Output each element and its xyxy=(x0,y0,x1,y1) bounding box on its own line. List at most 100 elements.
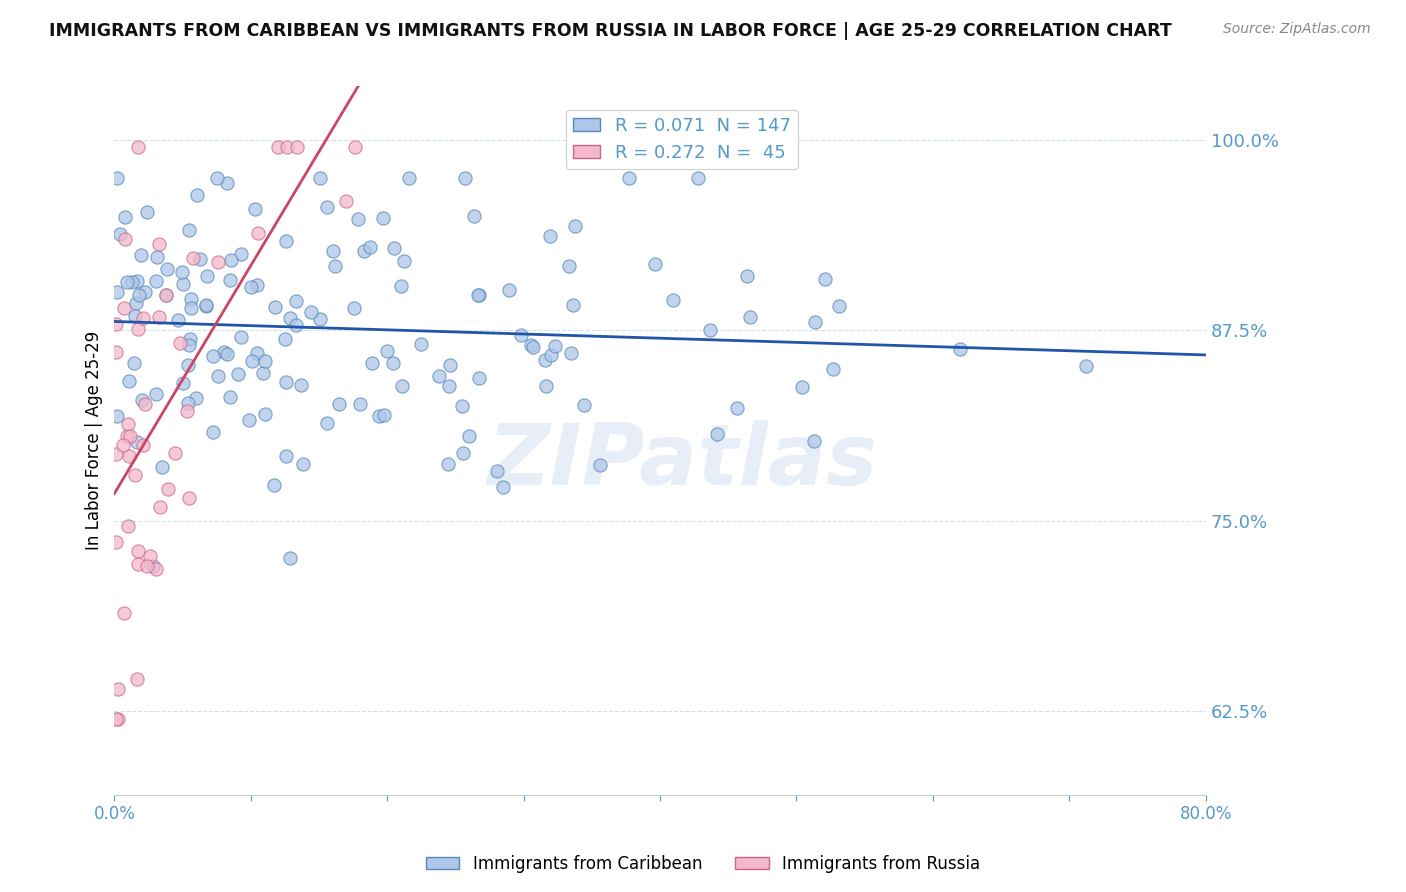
Point xyxy=(243,202,266,217)
Point xyxy=(124,468,146,483)
Point xyxy=(792,380,814,394)
Point xyxy=(145,387,167,401)
Point xyxy=(353,244,375,259)
Point xyxy=(127,322,149,336)
Point xyxy=(463,209,485,223)
Point xyxy=(181,252,204,266)
Point xyxy=(644,257,666,271)
Point xyxy=(254,354,277,368)
Point xyxy=(375,343,398,358)
Point xyxy=(131,248,153,262)
Point xyxy=(534,379,557,393)
Point xyxy=(186,187,208,202)
Point xyxy=(188,252,211,267)
Point xyxy=(686,170,709,185)
Point xyxy=(534,353,557,368)
Point xyxy=(125,295,148,310)
Point xyxy=(347,211,370,226)
Text: IMMIGRANTS FROM CARIBBEAN VS IMMIGRANTS FROM RUSSIA IN LABOR FORCE | AGE 25-29 C: IMMIGRANTS FROM CARIBBEAN VS IMMIGRANTS … xyxy=(49,22,1173,40)
Point xyxy=(564,219,586,234)
Point xyxy=(142,559,165,574)
Y-axis label: In Labor Force | Age 25-29: In Labor Force | Age 25-29 xyxy=(86,331,103,550)
Point xyxy=(274,332,297,346)
Point xyxy=(118,429,141,443)
Legend: Immigrants from Caribbean, Immigrants from Russia: Immigrants from Caribbean, Immigrants fr… xyxy=(419,848,987,880)
Point xyxy=(343,140,366,154)
Point xyxy=(246,226,269,240)
Point xyxy=(177,338,200,352)
Text: Source: ZipAtlas.com: Source: ZipAtlas.com xyxy=(1223,22,1371,37)
Point xyxy=(398,170,420,185)
Point xyxy=(316,417,339,431)
Point xyxy=(706,426,728,441)
Point xyxy=(589,458,612,472)
Point xyxy=(111,438,134,452)
Point xyxy=(263,478,285,492)
Point xyxy=(349,397,371,411)
Point xyxy=(136,205,159,219)
Point xyxy=(284,318,307,332)
Point xyxy=(172,277,194,291)
Point xyxy=(292,457,315,471)
Point xyxy=(112,607,135,621)
Point xyxy=(468,287,491,301)
Point xyxy=(155,287,177,301)
Point xyxy=(373,408,395,422)
Point xyxy=(114,232,136,246)
Point xyxy=(828,299,851,313)
Point xyxy=(166,312,188,326)
Point xyxy=(738,310,761,324)
Point xyxy=(149,500,172,514)
Point xyxy=(520,338,543,352)
Point xyxy=(197,269,219,284)
Point xyxy=(560,346,582,360)
Point xyxy=(316,200,339,214)
Point xyxy=(371,211,394,225)
Point xyxy=(274,235,297,249)
Point xyxy=(177,222,200,236)
Point xyxy=(139,549,162,563)
Point xyxy=(276,375,298,389)
Point xyxy=(148,236,170,251)
Point xyxy=(145,274,167,288)
Point xyxy=(157,483,180,497)
Point xyxy=(290,378,312,392)
Point xyxy=(245,346,267,360)
Point xyxy=(458,429,481,443)
Point xyxy=(180,301,202,315)
Point xyxy=(107,712,129,726)
Point xyxy=(540,348,562,362)
Point xyxy=(803,434,825,448)
Point xyxy=(735,268,758,283)
Point xyxy=(184,392,207,406)
Point xyxy=(427,368,450,383)
Point xyxy=(229,330,252,344)
Point xyxy=(617,170,640,185)
Point xyxy=(274,449,297,463)
Text: ZIPatlas: ZIPatlas xyxy=(486,420,877,503)
Point xyxy=(180,293,202,307)
Point xyxy=(498,283,520,297)
Point xyxy=(132,438,155,452)
Point xyxy=(124,310,146,324)
Point xyxy=(148,310,170,324)
Point xyxy=(145,562,167,576)
Point xyxy=(169,336,191,351)
Point xyxy=(104,344,127,359)
Point xyxy=(207,254,229,268)
Point xyxy=(437,379,460,393)
Point xyxy=(195,299,218,313)
Point xyxy=(558,259,581,273)
Point xyxy=(215,347,238,361)
Point xyxy=(127,435,149,450)
Point xyxy=(105,409,128,423)
Point xyxy=(699,323,721,337)
Point xyxy=(467,370,489,384)
Point xyxy=(127,140,149,154)
Point xyxy=(359,240,381,254)
Point xyxy=(454,170,477,185)
Point xyxy=(491,480,513,494)
Point xyxy=(725,401,748,415)
Point xyxy=(238,413,260,427)
Point xyxy=(252,366,274,380)
